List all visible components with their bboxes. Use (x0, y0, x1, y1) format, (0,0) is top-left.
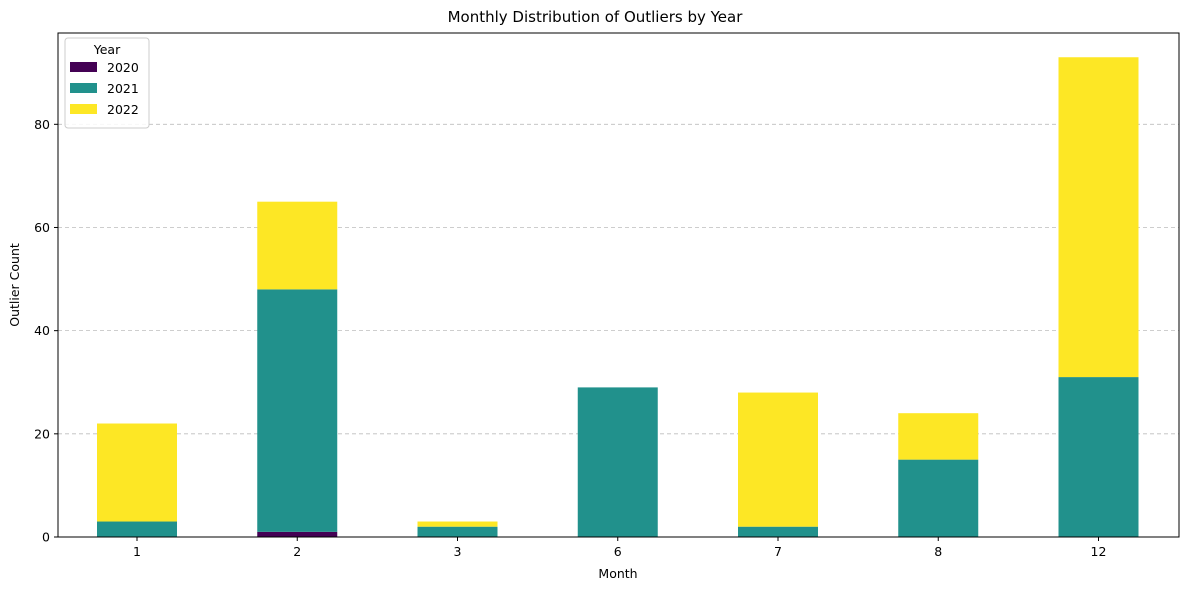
y-tick-label: 40 (34, 323, 50, 338)
bar-segment (1058, 57, 1139, 378)
bar-segment (257, 201, 338, 290)
bar-segment (257, 531, 338, 537)
bar-segment (577, 387, 658, 537)
legend-swatch (70, 62, 97, 72)
y-tick-label: 20 (34, 426, 50, 441)
bar-segment (738, 392, 818, 527)
bar-segment (97, 521, 177, 537)
x-tick-label: 12 (1091, 544, 1107, 559)
bar-segment (257, 289, 338, 532)
y-axis-label: Outlier Count (7, 243, 22, 327)
bar-segment (738, 526, 818, 537)
y-axis-ticks: 0 20 40 60 80 (34, 117, 58, 545)
chart-title: Monthly Distribution of Outliers by Year (448, 8, 744, 26)
bar-segment (417, 521, 498, 527)
x-tick-label: 3 (454, 544, 462, 559)
bars (97, 57, 1139, 537)
x-axis-ticks: 1 2 3 6 7 8 12 (133, 537, 1106, 559)
legend-label: 2022 (107, 102, 139, 117)
legend: Year 2020 2021 2022 (64, 37, 150, 129)
x-tick-label: 7 (774, 544, 782, 559)
x-axis-label: Month (598, 566, 637, 581)
legend-title: Year (93, 42, 121, 57)
legend-label: 2020 (107, 60, 139, 75)
y-tick-label: 60 (34, 220, 50, 235)
legend-label: 2021 (107, 81, 139, 96)
x-tick-label: 2 (293, 544, 301, 559)
bar-segment (898, 413, 979, 460)
bar-segment (417, 526, 498, 537)
x-tick-label: 6 (614, 544, 622, 559)
legend-swatch (70, 104, 97, 114)
plot-frame (57, 32, 1180, 538)
bar-segment (97, 423, 177, 522)
x-tick-label: 8 (934, 544, 942, 559)
x-tick-label: 1 (133, 544, 141, 559)
legend-swatch (70, 83, 97, 93)
bar-segment (898, 459, 979, 537)
y-tick-label: 80 (34, 117, 50, 132)
bar-segment (1058, 377, 1139, 537)
y-tick-label: 0 (42, 530, 50, 545)
